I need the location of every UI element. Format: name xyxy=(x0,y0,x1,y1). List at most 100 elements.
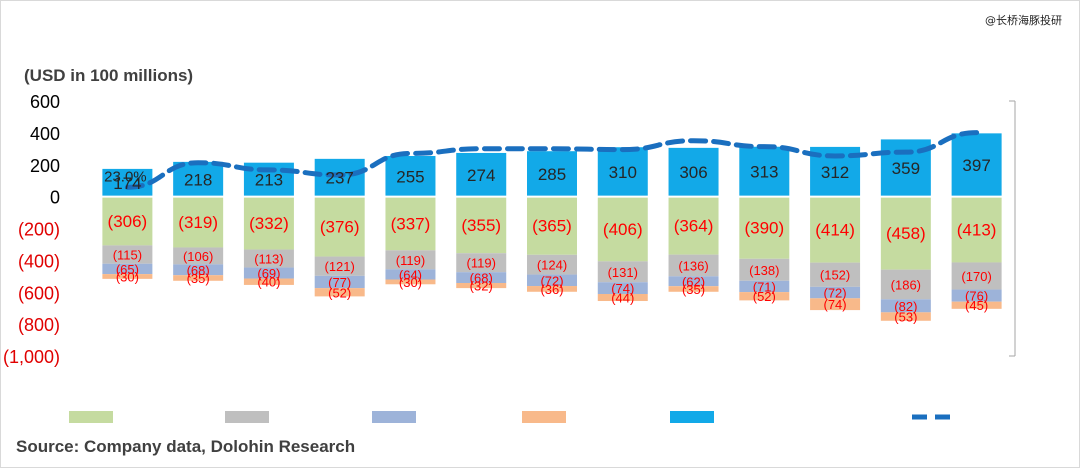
data-label-series-1: (319) xyxy=(178,213,218,232)
data-label-series-5: 397 xyxy=(962,156,990,175)
bar-positive xyxy=(314,158,365,197)
y-tick-label: (400) xyxy=(18,251,60,271)
bar-positive xyxy=(173,161,224,197)
data-label-series-5: 255 xyxy=(396,167,424,186)
data-label-series-3: (82) xyxy=(894,299,917,314)
data-label-series-4: (35) xyxy=(187,271,210,286)
data-label-series-4: (32) xyxy=(470,279,493,294)
data-label-series-3: (72) xyxy=(824,286,847,301)
bar-segment-2 xyxy=(385,250,436,270)
bar-segment-2 xyxy=(314,256,365,276)
data-label-series-1: (376) xyxy=(320,218,360,237)
data-label-series-5: 285 xyxy=(538,165,566,184)
data-label-series-3: (62) xyxy=(682,274,705,289)
data-label-series-1: (414) xyxy=(815,221,855,240)
legend xyxy=(69,411,956,423)
y-axis-unit-label: (USD in 100 millions) xyxy=(24,66,194,85)
data-label-series-2: (124) xyxy=(537,258,567,273)
data-label-series-3: (76) xyxy=(965,289,988,304)
line-series-path xyxy=(124,130,980,190)
bar-segment-1 xyxy=(597,196,648,262)
data-label-series-1: (332) xyxy=(249,214,289,233)
data-label-series-5: 359 xyxy=(892,159,920,178)
y-tick-box xyxy=(4,345,62,367)
data-label-series-2: (136) xyxy=(678,258,708,273)
data-label-series-5: 306 xyxy=(679,163,707,182)
bar-segment-3 xyxy=(880,299,931,313)
bar-segment-2 xyxy=(456,253,507,273)
bar-segment-4 xyxy=(102,274,153,279)
bar-segment-1 xyxy=(668,196,719,255)
bar-segment-2 xyxy=(102,245,153,264)
y-tick-box xyxy=(4,217,62,240)
y-tick-label: (600) xyxy=(18,283,60,303)
source-note: Source: Company data, Dolohin Research xyxy=(16,437,356,456)
data-label-series-2: (131) xyxy=(608,265,638,280)
legend-swatch-3 xyxy=(372,411,416,423)
data-label-series-3: (68) xyxy=(187,263,210,278)
data-label-series-1: (364) xyxy=(674,217,714,236)
data-label-series-1: (413) xyxy=(957,221,997,240)
data-label-series-2: (113) xyxy=(254,252,283,267)
data-label-series-5: 312 xyxy=(821,163,849,182)
y-tick-label: (800) xyxy=(18,315,60,335)
data-label-series-4: (30) xyxy=(116,269,139,284)
labels-layer: (306)(115)(65)(30)174(319)(106)(68)(35)2… xyxy=(104,156,996,325)
line-series-label: 23.0% xyxy=(104,168,147,185)
bar-positive xyxy=(597,147,648,197)
data-label-series-1: (365) xyxy=(532,217,572,236)
legend-swatch-2 xyxy=(225,411,269,423)
bar-segment-3 xyxy=(951,289,1002,302)
data-label-series-3: (68) xyxy=(470,271,493,286)
bar-segment-2 xyxy=(243,249,294,268)
y-tick-label: 400 xyxy=(30,124,60,144)
data-label-series-3: (65) xyxy=(116,262,139,277)
data-label-series-3: (77) xyxy=(328,275,351,290)
bar-positive xyxy=(385,155,436,197)
data-label-series-2: (186) xyxy=(891,277,921,292)
y-tick-box xyxy=(24,121,62,144)
bar-segment-3 xyxy=(314,275,365,289)
bar-segment-1 xyxy=(243,196,294,250)
data-label-series-2: (121) xyxy=(325,259,355,274)
bar-segment-2 xyxy=(880,269,931,300)
bar-segment-3 xyxy=(668,276,719,287)
data-label-series-2: (106) xyxy=(183,249,213,264)
watermark: @长桥海豚投研 xyxy=(985,14,1062,27)
data-label-series-5: 274 xyxy=(467,166,495,185)
data-label-series-5: 218 xyxy=(184,170,212,189)
bar-segment-3 xyxy=(173,264,224,276)
bar-segment-4 xyxy=(243,278,294,285)
legend-swatch-5 xyxy=(670,411,714,423)
bar-segment-4 xyxy=(880,312,931,321)
data-label-series-1: (337) xyxy=(391,214,431,233)
bar-segment-3 xyxy=(527,274,577,287)
data-label-series-2: (115) xyxy=(113,248,142,263)
bar-segment-1 xyxy=(102,196,153,246)
y-tick-label: 200 xyxy=(30,156,60,176)
data-label-series-4: (36) xyxy=(540,282,563,297)
data-label-series-4: (30) xyxy=(399,275,422,290)
bar-positive xyxy=(527,151,577,197)
data-label-series-4: (35) xyxy=(682,282,705,297)
y-tick-box xyxy=(24,185,62,208)
data-label-series-5: 313 xyxy=(750,163,778,182)
data-label-series-5: 213 xyxy=(255,171,283,190)
bar-positive xyxy=(102,168,153,197)
y-tick-box xyxy=(4,313,62,336)
line-layer xyxy=(124,130,980,190)
data-label-series-5: 237 xyxy=(326,169,354,188)
legend-swatch-1 xyxy=(69,411,113,423)
bar-segment-4 xyxy=(739,292,790,301)
data-label-series-3: (64) xyxy=(399,267,422,282)
data-label-series-3: (69) xyxy=(257,266,280,281)
bar-segment-1 xyxy=(314,196,365,257)
data-label-series-2: (119) xyxy=(396,253,425,268)
y-tick-label: (200) xyxy=(18,220,60,240)
data-label-series-1: (458) xyxy=(886,224,926,243)
data-label-series-4: (52) xyxy=(328,285,351,300)
bar-segment-4 xyxy=(668,286,719,292)
bar-segment-3 xyxy=(597,282,648,295)
bar-segment-1 xyxy=(385,196,436,251)
bar-segment-4 xyxy=(385,279,436,285)
